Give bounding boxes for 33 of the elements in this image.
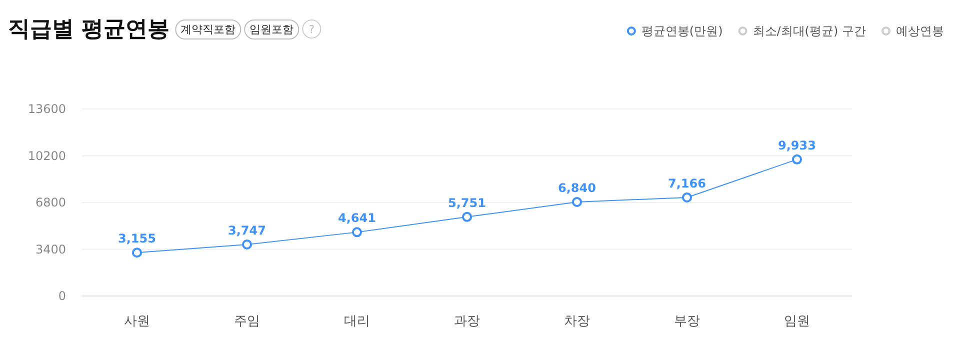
data-label: 3,747	[228, 223, 266, 238]
data-label: 5,751	[448, 196, 486, 210]
x-tick-label: 과장	[454, 314, 480, 329]
point	[682, 192, 692, 202]
data-label: 7,166	[668, 176, 706, 190]
data-label: 3,155	[118, 232, 156, 246]
x-tick-label: 차장	[564, 314, 590, 329]
data-label: 6,840	[558, 180, 596, 195]
point	[132, 248, 142, 258]
point	[462, 212, 472, 222]
x-tick-label: 사원	[124, 314, 150, 329]
data-label: 9,933	[778, 138, 816, 152]
x-tick-label: 대리	[344, 314, 370, 329]
text: 임원포함	[250, 23, 294, 36]
legend-label: 최소/최대(평균) 구간	[752, 24, 866, 38]
x-tick-label: 임원	[784, 314, 810, 329]
y-tick-label: 6800	[35, 196, 66, 210]
y-tick-label: 13600	[28, 102, 66, 116]
point	[352, 227, 362, 238]
text: ?	[308, 23, 315, 36]
point	[572, 196, 582, 207]
point	[242, 239, 252, 250]
point	[792, 154, 802, 164]
legend-label: 평균연봉(만원)	[641, 24, 723, 38]
legend-label: 예상연봉	[896, 24, 944, 38]
x-tick-label: 부장	[674, 314, 700, 329]
y-tick-label: 10200	[28, 148, 66, 163]
x-tick-label: 주임	[234, 314, 260, 329]
y-tick-label: 3400	[35, 242, 66, 256]
y-tick-label: 0	[58, 289, 66, 303]
chart-title: 직급별 평균연봉	[8, 17, 170, 42]
text: 계약직포함	[180, 23, 236, 36]
data-label: 4,641	[338, 211, 376, 226]
